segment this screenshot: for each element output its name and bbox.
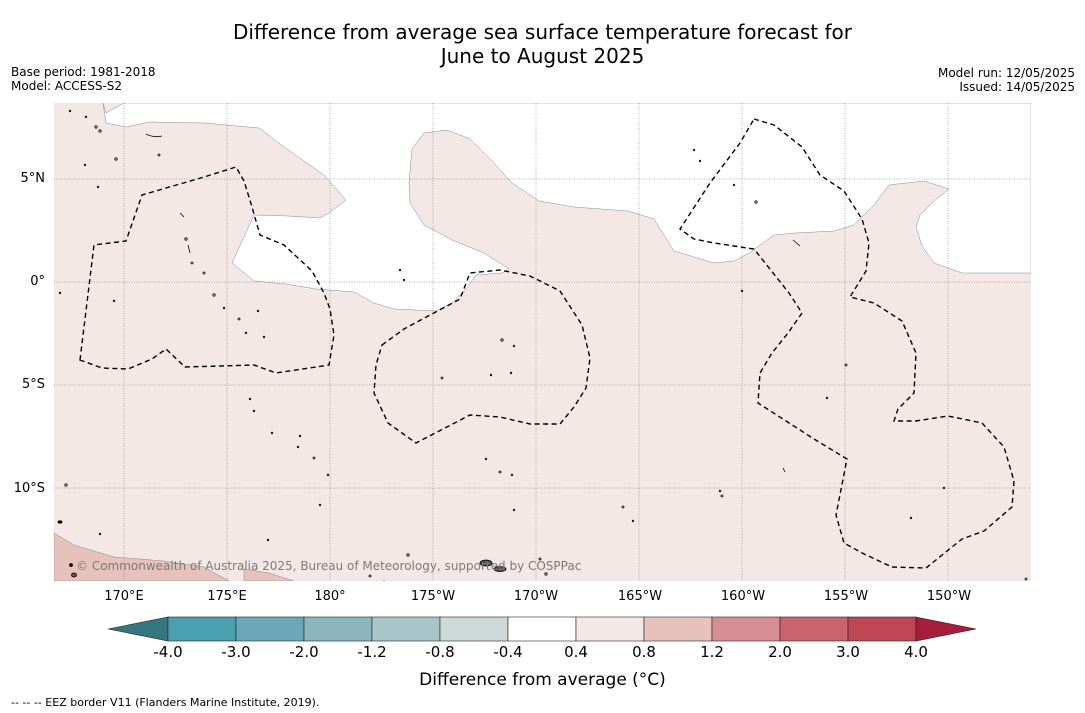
colorbar-tick-label: 3.0 [836, 643, 860, 661]
colorbar-extend-low [107, 616, 169, 642]
eez-borders [79, 118, 1015, 569]
title-line-2: June to August 2025 [440, 44, 645, 68]
colorbar-tick-label: -4.0 [153, 643, 183, 661]
model-name: Model: ACCESS-S2 [11, 79, 123, 93]
colorbar-tick-label: -0.8 [425, 643, 455, 661]
lat-label-5n: 5°N [20, 171, 46, 186]
eez-border-line-islands [679, 118, 1015, 569]
colorbar-tick-label: 4.0 [904, 643, 928, 661]
lon-label-175w: 175°W [410, 589, 456, 604]
colorbar-cell [847, 616, 917, 642]
warm-region-southwest-2 [243, 568, 295, 581]
colorbar [107, 616, 977, 642]
colorbar-cell [371, 616, 441, 642]
meta-left: Base period: 1981-2018 Model: ACCESS-S2 [11, 65, 156, 93]
warm-region-southwest [54, 532, 230, 581]
colorbar-cells [107, 616, 977, 642]
colorbar-tick-label: 2.0 [768, 643, 792, 661]
colorbar-tick-label: 0.8 [632, 643, 656, 661]
lat-label-10s: 10°S [13, 481, 45, 496]
lon-label-170e: 170°E [104, 589, 144, 604]
colorbar-label: Difference from average (°C) [419, 670, 666, 690]
model-run: Model run: 12/05/2025 [937, 66, 1075, 80]
colorbar-tick-label: 0.4 [564, 643, 588, 661]
graticule [54, 103, 1031, 581]
lon-label-180: 180° [314, 589, 346, 604]
sst-map [54, 103, 1031, 581]
copyright-notice: © Commonwealth of Australia 2025, Bureau… [76, 559, 582, 573]
colorbar-tick-label: -1.2 [357, 643, 387, 661]
colorbar-tick-label: 1.2 [700, 643, 724, 661]
base-period: Base period: 1981-2018 [11, 65, 156, 79]
colorbar-extend-high [915, 616, 977, 642]
lon-label-155w: 155°W [823, 589, 869, 604]
lon-label-160w: 160°W [720, 589, 766, 604]
lat-label-5s: 5°S [21, 377, 45, 392]
colorbar-tick-label: -2.0 [289, 643, 319, 661]
colorbar-cell [439, 616, 509, 642]
islands [57, 109, 1028, 581]
colorbar-cell [303, 616, 373, 642]
meta-right: Model run: 12/05/2025 Issued: 14/05/2025 [938, 66, 1075, 94]
map-title: Difference from average sea surface temp… [0, 20, 1085, 68]
eez-border-kiribati-gilbert [79, 166, 335, 374]
lat-label-0: 0° [30, 274, 45, 289]
issued-date: Issued: 14/05/2025 [959, 80, 1075, 94]
colorbar-tick-label: -0.4 [493, 643, 523, 661]
lon-label-170w: 170°W [513, 589, 559, 604]
lon-label-165w: 165°W [617, 589, 663, 604]
colorbar-cell [643, 616, 713, 642]
eez-border-phoenix [373, 269, 591, 444]
neutral-region-north [102, 103, 1031, 312]
colorbar-cell [779, 616, 849, 642]
colorbar-cell [575, 616, 645, 642]
colorbar-cell [167, 616, 237, 642]
lon-label-175e: 175°E [207, 589, 247, 604]
colorbar-cell [711, 616, 781, 642]
colorbar-cell [235, 616, 305, 642]
title-line-1: Difference from average sea surface temp… [232, 20, 852, 44]
eez-legend-note: -- -- -- EEZ border V11 (Flanders Marine… [11, 696, 320, 709]
colorbar-cell [507, 616, 577, 642]
lon-label-150w: 150°W [926, 589, 972, 604]
colorbar-tick-label: -3.0 [221, 643, 251, 661]
